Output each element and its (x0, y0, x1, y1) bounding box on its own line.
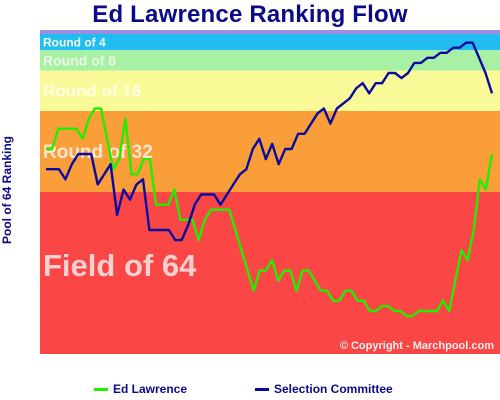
band-top-edge (40, 30, 500, 34)
series-layer (46, 41, 494, 318)
bands-layer (40, 30, 500, 354)
band-label-round-of-32: Round of 32 (43, 142, 153, 163)
copyright-text: © Copyright - Marchpool.com (340, 340, 494, 352)
series-line-selection-committee (46, 41, 494, 242)
band-round-of-4 (40, 34, 500, 51)
legend: Ed Lawrence Selection Committee (0, 382, 500, 398)
legend-label-selection-committee: Selection Committee (274, 382, 393, 396)
band-round-of-16 (40, 70, 500, 111)
band-round-of-8 (40, 50, 500, 71)
band-label-round-of-16: Round of 16 (43, 82, 141, 101)
legend-item-ed-lawrence: Ed Lawrence (94, 382, 187, 396)
legend-label-ed-lawrence: Ed Lawrence (113, 382, 188, 396)
band-label-round-of-4: Round of 4 (43, 35, 106, 49)
band-labels-layer: Round of 4 Round of 8 Round of 16 Round of … (43, 35, 197, 283)
band-label-round-of-8: Round of 8 (43, 52, 116, 68)
band-label-field-of-64: Field of 64 (43, 248, 197, 283)
series-line-ed-lawrence (46, 107, 494, 318)
chart-title: Ed Lawrence Ranking Flow (92, 1, 408, 28)
legend-swatch-ed-lawrence (94, 387, 108, 391)
legend-swatch-selection-committee (255, 387, 269, 391)
legend-item-selection-committee: Selection Committee (255, 382, 393, 396)
band-field-of-64 (40, 192, 500, 354)
